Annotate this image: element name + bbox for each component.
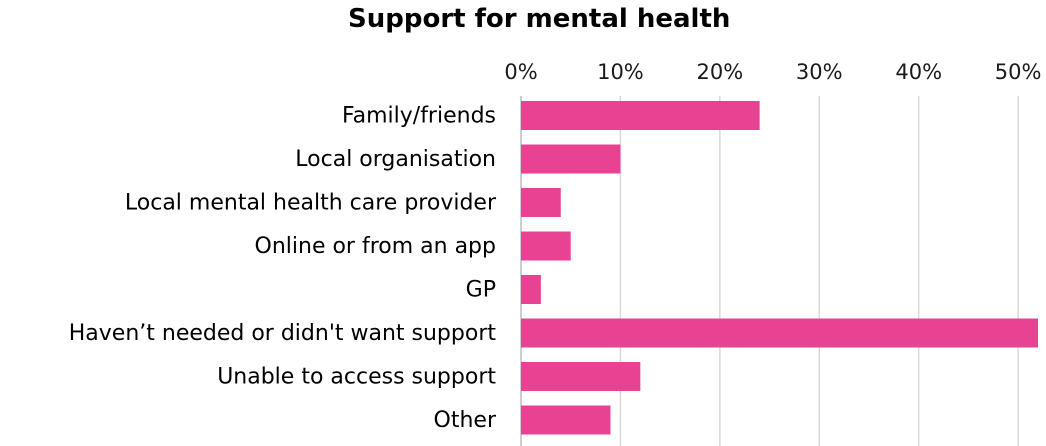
bar bbox=[521, 144, 621, 174]
bar bbox=[521, 231, 571, 261]
bar bbox=[521, 101, 760, 130]
x-tick-label: 0% bbox=[504, 60, 537, 84]
category-label: Local mental health care provider bbox=[125, 191, 497, 216]
bar bbox=[521, 362, 641, 391]
category-label: Haven’t needed or didn't want support bbox=[69, 321, 497, 346]
x-tick-label: 50% bbox=[995, 60, 1042, 84]
category-label: GP bbox=[466, 278, 496, 303]
x-tick-label: 10% bbox=[597, 60, 644, 84]
category-labels: Family/friends Local organisation Local me… bbox=[69, 104, 497, 434]
category-label: Family/friends bbox=[342, 104, 496, 129]
category-label: Local organisation bbox=[295, 147, 496, 172]
x-tick-label: 40% bbox=[895, 60, 942, 84]
category-label: Online or from an app bbox=[255, 234, 496, 259]
bar bbox=[521, 275, 541, 304]
category-label: Unable to access support bbox=[217, 365, 496, 390]
bar bbox=[521, 318, 1038, 348]
x-axis-ticks: 0% 10% 20% 30% 40% 50% bbox=[504, 60, 1041, 84]
category-label: Other bbox=[434, 408, 497, 433]
x-tick-label: 20% bbox=[697, 60, 744, 84]
bar bbox=[521, 405, 611, 435]
x-tick-label: 30% bbox=[796, 60, 843, 84]
bars bbox=[521, 101, 1038, 435]
bar bbox=[521, 188, 561, 217]
chart-title: Support for mental health bbox=[348, 4, 731, 34]
